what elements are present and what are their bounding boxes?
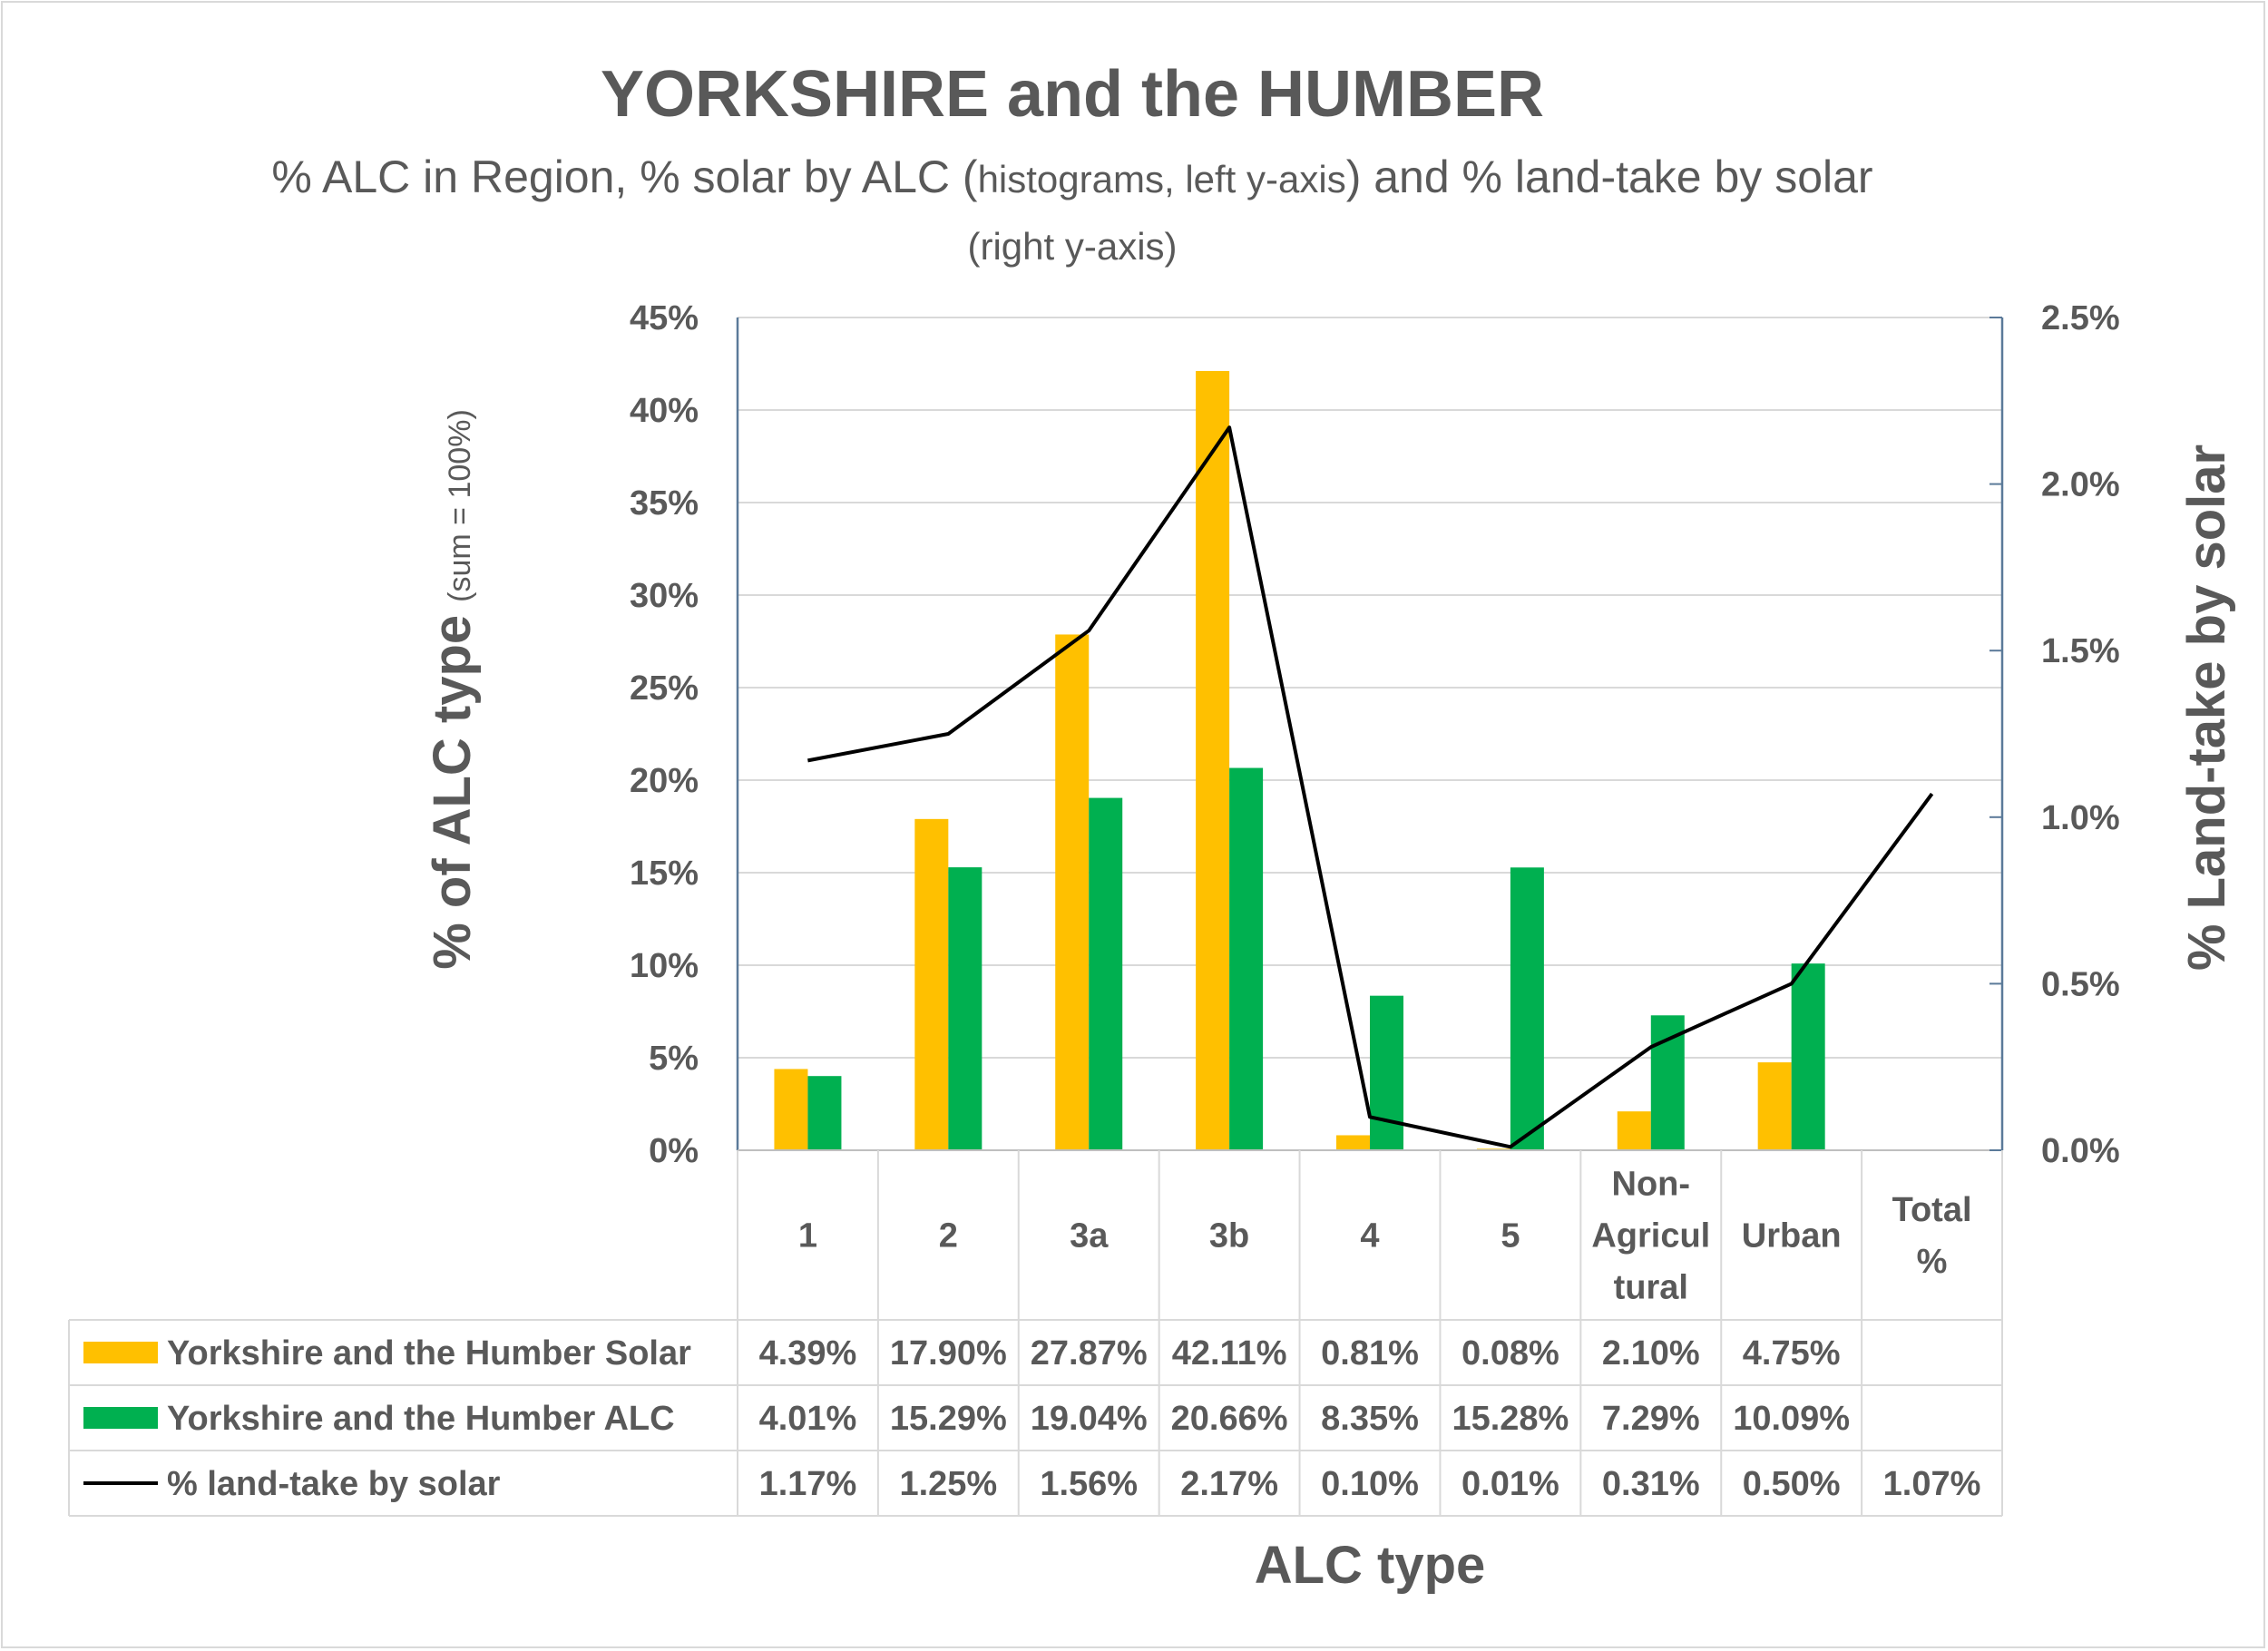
category-label: Non- bbox=[1612, 1166, 1691, 1204]
y-axis-title-note: (sum = 100%) bbox=[443, 409, 477, 602]
category-label: 5 bbox=[1501, 1217, 1520, 1255]
table-cell: 2.10% bbox=[1602, 1334, 1700, 1373]
legend-label: Yorkshire and the Humber Solar bbox=[167, 1334, 691, 1373]
table-cell: 0.10% bbox=[1321, 1465, 1419, 1503]
table-cell: 15.29% bbox=[890, 1400, 1007, 1438]
table-cell: 4.39% bbox=[759, 1334, 857, 1373]
table-cell: 10.09% bbox=[1733, 1400, 1850, 1438]
table-cell: 15.28% bbox=[1452, 1400, 1569, 1438]
table-cell: 0.50% bbox=[1743, 1465, 1841, 1503]
bar-alc bbox=[1089, 797, 1123, 1150]
y2-tick-label: 2.5% bbox=[2041, 299, 2120, 337]
category-label: Urban bbox=[1742, 1217, 1842, 1255]
table-cell: 27.87% bbox=[1031, 1334, 1148, 1373]
category-label: 1 bbox=[798, 1217, 817, 1255]
y2-tick-label: 2.0% bbox=[2041, 466, 2120, 504]
y-tick-label: 35% bbox=[630, 484, 699, 523]
legend-swatch bbox=[83, 1407, 158, 1429]
category-label: 4 bbox=[1360, 1217, 1379, 1255]
category-label: Total bbox=[1892, 1191, 1972, 1229]
legend-label: % land-take by solar bbox=[167, 1465, 501, 1503]
bar-solar bbox=[1055, 634, 1090, 1150]
table-cell: 4.01% bbox=[759, 1400, 857, 1438]
table-cell: 2.17% bbox=[1180, 1465, 1278, 1503]
chart-title: YORKSHIRE and the HUMBER bbox=[601, 58, 1544, 131]
category-label: 2 bbox=[939, 1217, 958, 1255]
table-cell: 8.35% bbox=[1321, 1400, 1419, 1438]
table-cell: 0.81% bbox=[1321, 1334, 1419, 1373]
y-tick-label: 0% bbox=[649, 1132, 699, 1170]
table-cell: 20.66% bbox=[1171, 1400, 1288, 1438]
y2-tick-label: 1.5% bbox=[2041, 632, 2120, 670]
table-cell: 0.08% bbox=[1461, 1334, 1559, 1373]
subtitle-part-a: % ALC in Region, % solar by ALC ( bbox=[271, 151, 977, 202]
axes bbox=[736, 318, 2004, 1151]
y-tick-label: 5% bbox=[649, 1040, 699, 1078]
category-label: tural bbox=[1614, 1269, 1688, 1307]
table-cell: 1.25% bbox=[899, 1465, 997, 1503]
y-tick-label: 45% bbox=[630, 299, 699, 337]
y-axis-title: % of ALC type (sum = 100%) bbox=[423, 409, 482, 970]
bar-alc bbox=[1510, 867, 1544, 1150]
left-y-ticks: 0% 5% 10% 15% 20% 25% 30% 35% 40% 45% bbox=[630, 299, 699, 1170]
y-tick-label: 20% bbox=[630, 762, 699, 800]
land-take-line bbox=[807, 425, 1934, 1149]
legend-swatch bbox=[83, 1342, 158, 1363]
table-cell: 0.31% bbox=[1602, 1465, 1700, 1503]
data-table: 1 2 3a 3b 4 5 Non- Agricul tural Urban Total% Yorks… bbox=[68, 1150, 2003, 1517]
category-label: 3a bbox=[1070, 1217, 1109, 1255]
y-tick-label: 30% bbox=[630, 577, 699, 615]
y-axis-title-main: % of ALC type bbox=[423, 615, 482, 970]
y2-tick-label: 1.0% bbox=[2041, 799, 2120, 837]
y-tick-label: 15% bbox=[630, 855, 699, 893]
table-cell: 42.11% bbox=[1172, 1334, 1287, 1373]
bars bbox=[774, 370, 1825, 1150]
bar-alc bbox=[1370, 995, 1403, 1150]
category-label: % bbox=[1917, 1243, 1948, 1281]
table-cell: 7.29% bbox=[1602, 1400, 1700, 1438]
legend-label: Yorkshire and the Humber ALC bbox=[167, 1400, 675, 1438]
chart-subtitle-line1: % ALC in Region, % solar by ALC (histogr… bbox=[271, 151, 1872, 202]
table-cell: 1.56% bbox=[1040, 1465, 1138, 1503]
table-cell: 4.75% bbox=[1743, 1334, 1841, 1373]
y-tick-label: 40% bbox=[630, 392, 699, 430]
y2-tick-label: 0.5% bbox=[2041, 965, 2120, 1003]
bar-solar bbox=[1617, 1111, 1651, 1150]
bar-solar bbox=[1196, 370, 1230, 1150]
table-cell: 0.01% bbox=[1461, 1465, 1559, 1503]
bar-alc bbox=[1229, 767, 1264, 1150]
y-tick-label: 10% bbox=[630, 947, 699, 985]
bar-alc bbox=[1791, 963, 1825, 1150]
chart-subtitle-line2: (right y-axis) bbox=[967, 225, 1177, 268]
bar-solar bbox=[914, 818, 949, 1150]
subtitle-part-c: ) and % land-take by solar bbox=[1346, 151, 1873, 202]
bar-solar bbox=[1757, 1062, 1792, 1150]
y-tick-label: 25% bbox=[630, 669, 699, 708]
category-label: Agricul bbox=[1591, 1217, 1710, 1255]
table-cell: 19.04% bbox=[1031, 1400, 1148, 1438]
table-cell: 1.07% bbox=[1883, 1465, 1981, 1503]
bar-alc bbox=[948, 867, 982, 1150]
bar-solar bbox=[774, 1069, 808, 1150]
y2-axis-title: % Land-take by solar bbox=[2177, 444, 2236, 971]
x-axis-title: ALC type bbox=[1255, 1536, 1486, 1595]
land-take-line-layer bbox=[807, 425, 1934, 1149]
category-label: 3b bbox=[1209, 1217, 1249, 1255]
y2-tick-label: 0.0% bbox=[2041, 1132, 2120, 1170]
subtitle-part-b: histograms, left y-axis bbox=[978, 158, 1346, 200]
right-y-ticks: 0.0% 0.5% 1.0% 1.5% 2.0% 2.5% bbox=[1989, 299, 2120, 1170]
table-cell: 1.17% bbox=[759, 1465, 857, 1503]
bar-solar bbox=[1336, 1135, 1370, 1150]
table-cell: 17.90% bbox=[890, 1334, 1007, 1373]
bar-alc bbox=[807, 1076, 842, 1150]
